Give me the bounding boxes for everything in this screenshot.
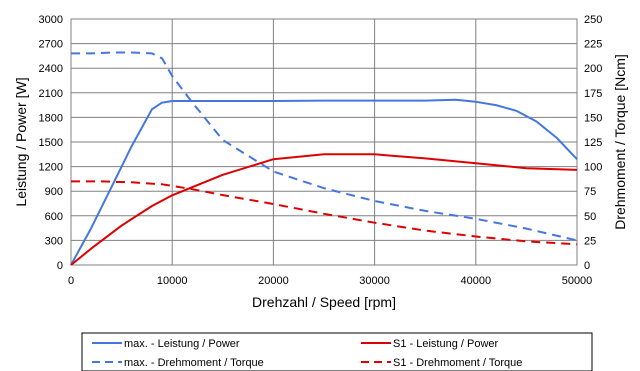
y-left-tick-label: 0	[57, 260, 63, 272]
legend-label-max-torque: max. - Drehmoment / Torque	[124, 357, 264, 369]
y-right-tick-label: 150	[584, 112, 602, 124]
y-right-axis-title: Drehmoment / Torque [Ncm]	[612, 54, 628, 230]
y-left-tick-label: 2700	[39, 39, 63, 51]
legend-label-s1-power: S1 - Leistung / Power	[393, 338, 499, 350]
y-left-tick-label: 1800	[39, 112, 63, 124]
x-tick-label: 10000	[157, 275, 188, 287]
series-line-0	[70, 98, 578, 266]
y-right-tick-label: 250	[584, 14, 602, 26]
y-left-tick-label: 3000	[39, 14, 63, 26]
tick-labels: 0 10000 20000 30000 40000 5000003006009001200…	[39, 14, 603, 287]
plot-area-border	[70, 18, 578, 266]
x-axis-title: Drehzahl / Speed [rpm]	[252, 294, 396, 310]
series-line-3	[71, 180, 578, 246]
legend-label-max-power: max. - Leistung / Power	[124, 338, 240, 350]
y-left-tick-label: 2100	[39, 88, 63, 100]
x-tick-label: 30000	[359, 275, 390, 287]
x-tick-label: 20000	[258, 275, 289, 287]
x-tick-label: 40000	[461, 275, 492, 287]
y-right-tick-label: 200	[584, 63, 602, 75]
legend-label-s1-torque: S1 - Drehmoment / Torque	[393, 357, 522, 369]
series-group	[70, 51, 578, 266]
y-right-tick-label: 25	[584, 235, 596, 247]
y-right-tick-label: 50	[584, 211, 596, 223]
y-right-tick-label: 225	[584, 39, 602, 51]
legend: max. - Leistung / Power max. - Drehmomen…	[81, 332, 593, 371]
legend-box	[81, 332, 593, 371]
y-right-tick-label: 0	[584, 260, 590, 272]
grid	[71, 19, 577, 265]
y-left-tick-label: 300	[45, 235, 63, 247]
y-right-tick-label: 75	[584, 186, 596, 198]
series-line-1	[70, 153, 578, 266]
y-left-tick-label: 2400	[39, 63, 63, 75]
x-tick-label: 50000	[562, 275, 593, 287]
y-right-tick-label: 125	[584, 137, 602, 149]
x-tick-label: 0	[68, 275, 74, 287]
series-line-2	[71, 51, 578, 242]
y-left-axis-title: Leistung / Power [W]	[13, 77, 29, 206]
y-right-tick-label: 175	[584, 88, 602, 100]
y-right-tick-label: 100	[584, 162, 602, 174]
y-left-tick-label: 1500	[39, 137, 63, 149]
y-left-tick-label: 600	[45, 211, 63, 223]
y-left-tick-label: 1200	[39, 162, 63, 174]
y-left-tick-label: 900	[45, 186, 63, 198]
